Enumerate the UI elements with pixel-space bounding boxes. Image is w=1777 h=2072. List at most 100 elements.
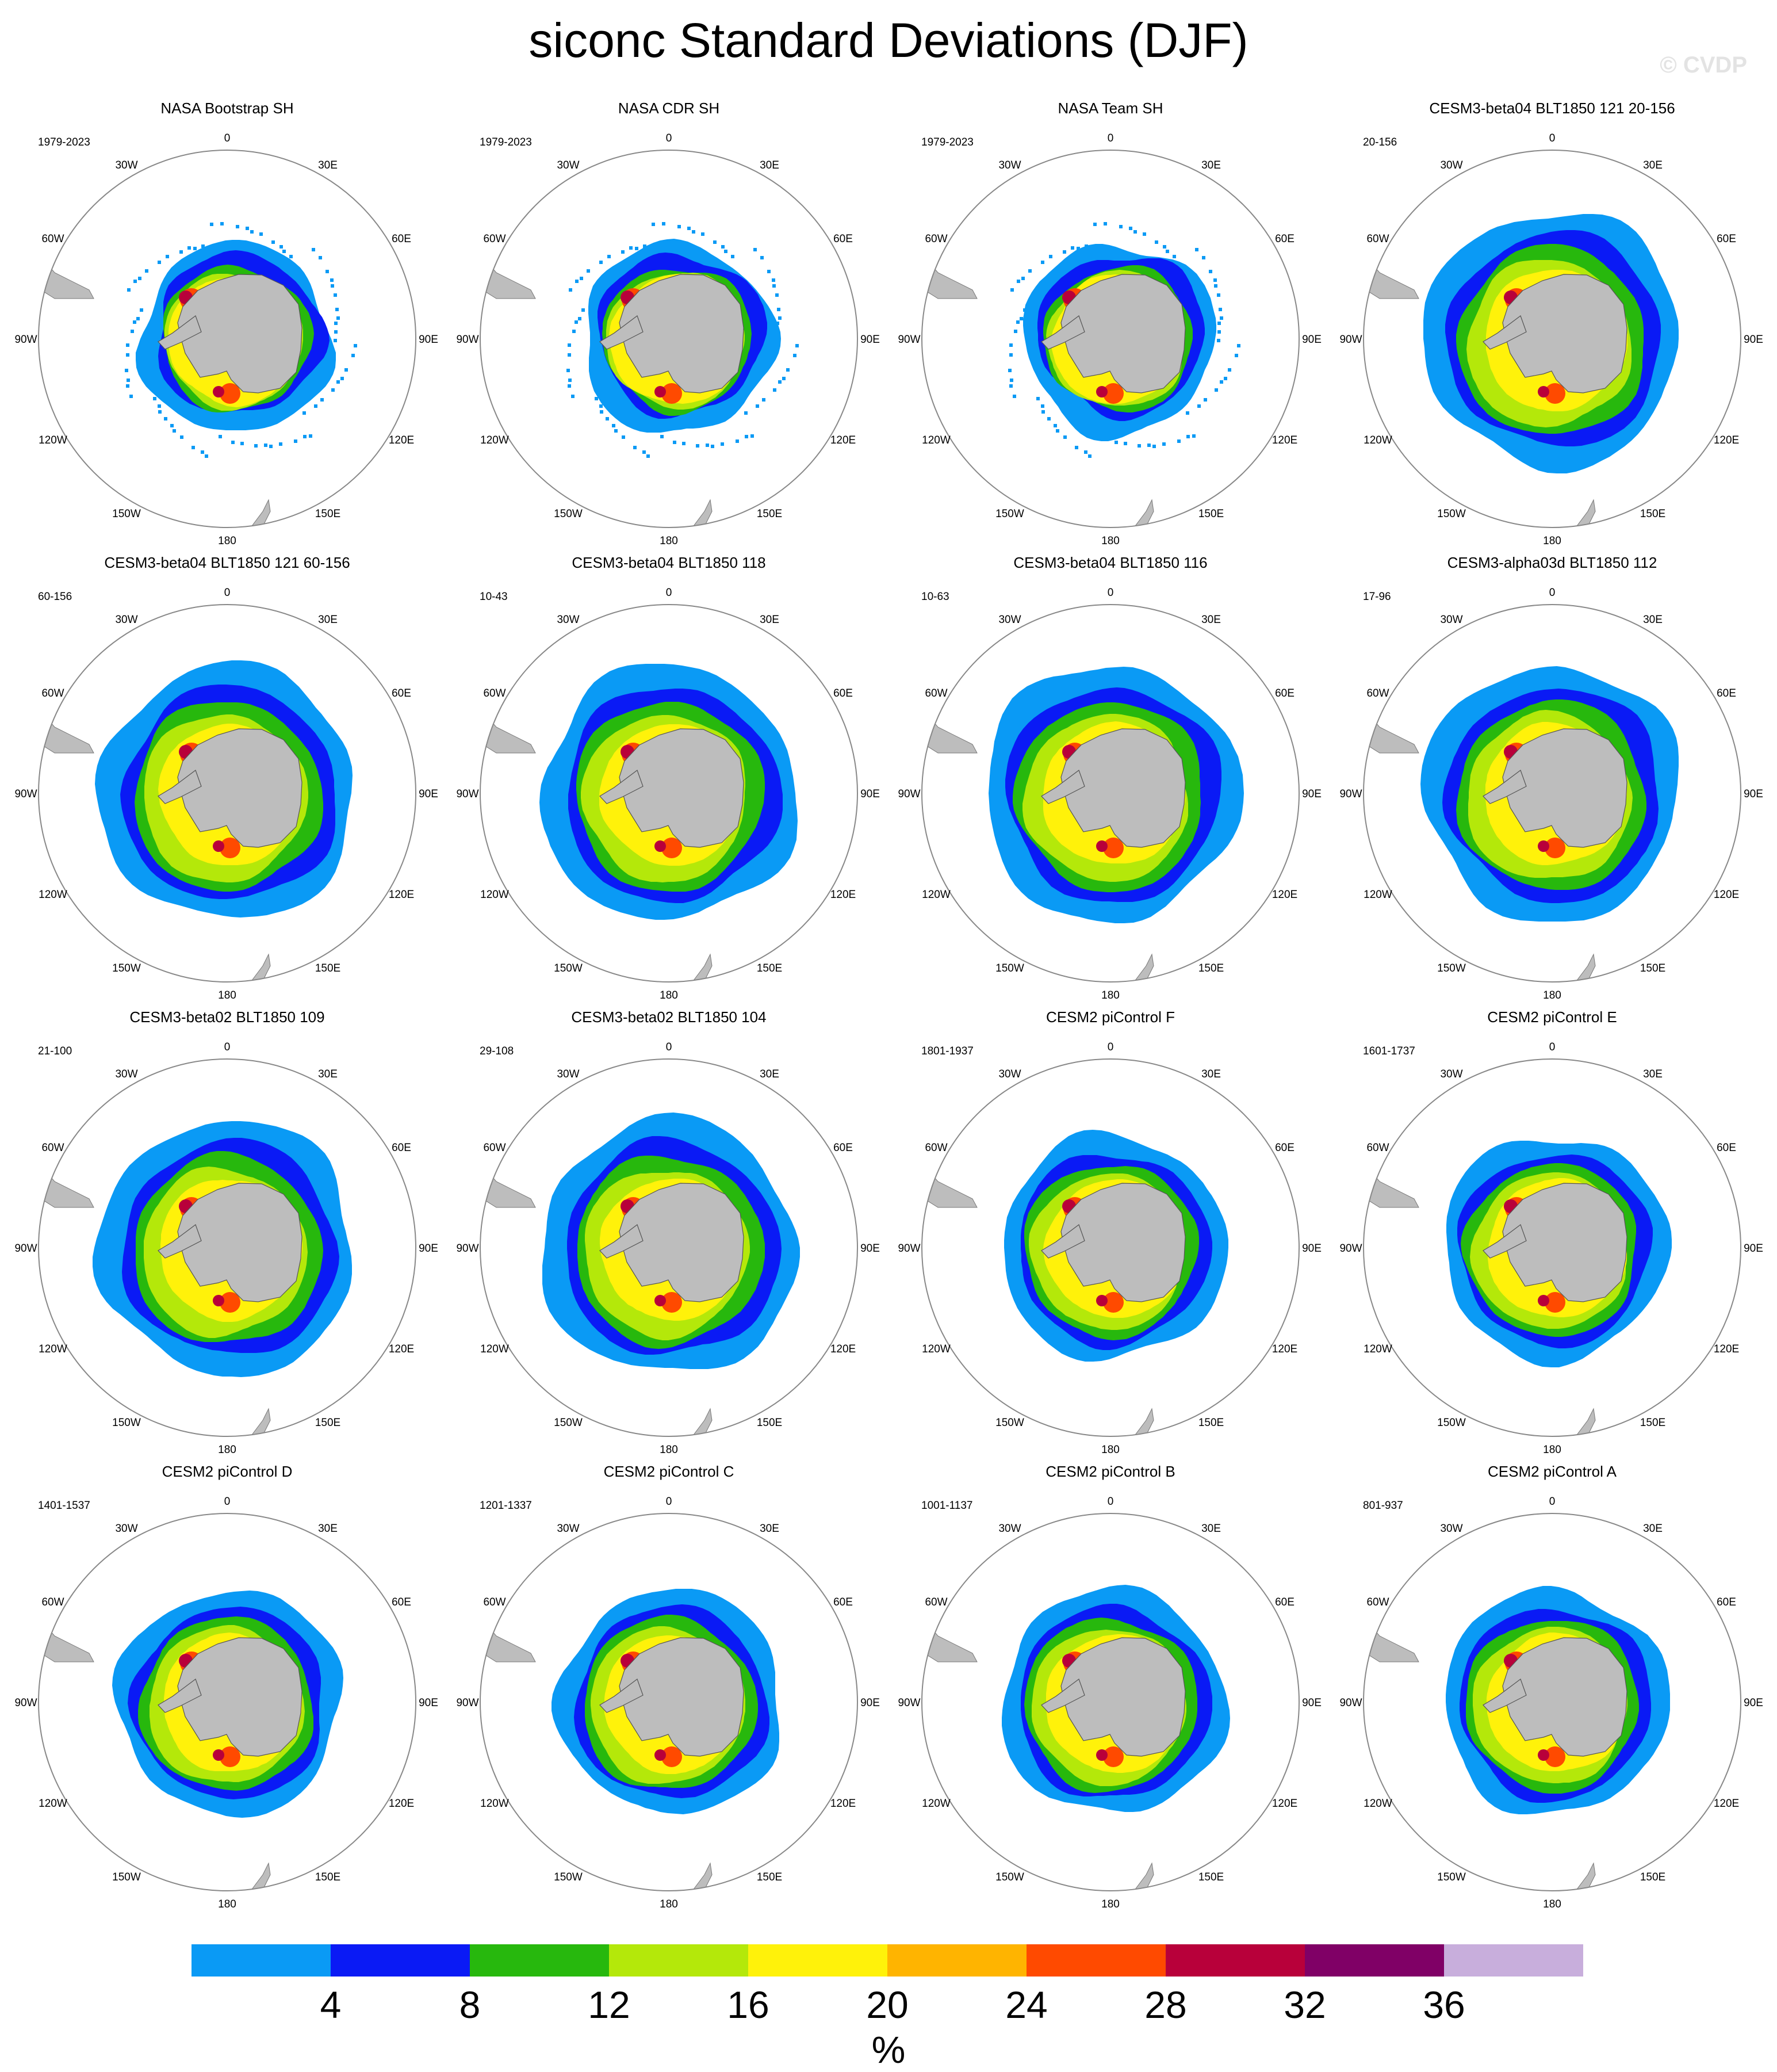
lon-label: 150E xyxy=(757,508,782,520)
lon-label: 0 xyxy=(224,1496,231,1508)
sic-std-speckle xyxy=(131,330,134,333)
sic-std-speckle xyxy=(633,446,637,449)
lon-label: 90W xyxy=(14,788,37,800)
sic-std-speckle xyxy=(334,330,338,334)
sic-std-speckle xyxy=(642,450,646,454)
sic-std-speckle xyxy=(158,261,161,264)
lon-label: 0 xyxy=(1108,132,1114,144)
sic-std-speckle xyxy=(126,384,129,388)
polar-map: 0 30E 60E 90E 120E 150E 180 150W 120W 90W 60W 30W xyxy=(898,1041,1321,1456)
lon-label: 180 xyxy=(218,1444,236,1456)
lon-label: 60W xyxy=(1366,687,1389,699)
panel-title: CESM2 piControl C xyxy=(603,1463,734,1480)
map-boundary xyxy=(921,1513,1300,1891)
lon-label: 120E xyxy=(1714,1798,1739,1810)
sic-std-speckle xyxy=(773,388,776,392)
antarctic-peninsula-land xyxy=(158,1224,202,1259)
sic-std-speckle xyxy=(775,293,779,297)
lon-label: 90W xyxy=(898,1243,920,1255)
sic-std-hotspot xyxy=(220,1292,240,1313)
lon-label: 60W xyxy=(925,1142,947,1154)
lon-label: 30W xyxy=(557,1523,579,1535)
lon-label: 90W xyxy=(898,1697,920,1709)
lon-label: 60W xyxy=(1366,1596,1389,1608)
panel-title: CESM3-beta02 BLT1850 104 xyxy=(571,1008,767,1026)
new-zealand-land xyxy=(1132,1862,1154,1891)
south-america-land xyxy=(39,1160,94,1208)
sic-std-speckle xyxy=(158,410,162,414)
sic-std-speckle xyxy=(760,256,764,259)
sic-std-hotspot xyxy=(213,1295,224,1306)
colorbar-unit: % xyxy=(871,2028,906,2071)
antarctic-peninsula-land xyxy=(158,1679,202,1713)
south-america-land xyxy=(480,1160,536,1208)
lon-label: 150E xyxy=(1198,508,1224,520)
sic-std-speckle xyxy=(279,245,283,249)
panel-period: 20-156 xyxy=(1363,136,1397,148)
map-panel: 0 30E 60E 90E 120E 150E 180 150W 120W 90W 60W 30W CE… xyxy=(883,553,1322,1008)
sic-std-speckle xyxy=(750,434,754,438)
lon-label: 60E xyxy=(1275,1596,1295,1608)
lon-label: 60E xyxy=(1275,233,1295,245)
colorbar-swatch xyxy=(1027,1944,1166,1977)
lon-label: 60E xyxy=(1717,1142,1736,1154)
antarctica-land xyxy=(1060,728,1186,848)
south-america-land xyxy=(922,251,978,299)
sic-std-speckle xyxy=(1063,435,1067,439)
lon-label: 90W xyxy=(898,334,920,346)
lon-label: 90E xyxy=(419,788,438,800)
sic-std-speckle xyxy=(205,454,208,458)
sic-std-speckle xyxy=(279,442,282,446)
new-zealand-land xyxy=(248,499,271,527)
lon-label: 90E xyxy=(1302,788,1322,800)
sic-std-speckle xyxy=(1152,445,1156,448)
antarctic-peninsula-land xyxy=(1483,1224,1527,1259)
panel-title: NASA CDR SH xyxy=(618,100,720,117)
lon-label: 150E xyxy=(315,1871,340,1883)
sic-std-speckle xyxy=(652,223,655,226)
sic-std-speckle xyxy=(1041,261,1044,264)
sic-std-speckle xyxy=(254,444,258,448)
panel-title: CESM3-beta02 BLT1850 109 xyxy=(129,1008,325,1026)
watermark: © CVDP xyxy=(1660,52,1747,78)
lon-label: 0 xyxy=(666,132,672,144)
sic-std-speckle xyxy=(1009,353,1013,357)
lon-label: 60W xyxy=(925,687,947,699)
sic-std-speckle xyxy=(314,404,317,408)
polar-map: 0 30E 60E 90E 120E 150E 180 150W 120W 90W 60W 30W xyxy=(1339,587,1763,1001)
lon-label: 150E xyxy=(1198,1871,1224,1883)
sic-std-speckle xyxy=(136,317,140,320)
sic-std-speckle xyxy=(158,404,161,408)
sic-std-speckle xyxy=(140,308,143,312)
new-zealand-land xyxy=(1132,1408,1154,1436)
lon-label: 120W xyxy=(922,1343,951,1355)
sic-std-speckle xyxy=(1220,316,1223,320)
south-america-land xyxy=(39,706,94,754)
sic-std-speckle xyxy=(572,330,576,333)
polar-map: 0 30E 60E 90E 120E 150E 180 150W 120W 90W 60W 30W xyxy=(1339,1496,1763,1910)
sic-std-speckle xyxy=(1138,444,1141,448)
lon-label: 30W xyxy=(998,1523,1021,1535)
new-zealand-land xyxy=(690,1408,713,1436)
new-zealand-land xyxy=(1573,1862,1596,1891)
sic-std-speckle xyxy=(125,369,128,372)
new-zealand-land xyxy=(1573,953,1596,982)
page-title: siconc Standard Deviations (DJF) xyxy=(528,13,1249,67)
lon-label: 150E xyxy=(1198,962,1224,974)
lon-label: 0 xyxy=(1108,587,1114,599)
lon-label: 180 xyxy=(660,535,678,547)
sic-std-speckle xyxy=(736,439,739,443)
antarctic-peninsula-land xyxy=(1041,770,1085,804)
sic-std-hotspot xyxy=(1096,386,1108,397)
lon-label: 90E xyxy=(860,1243,880,1255)
sic-std-hotspot xyxy=(654,386,666,397)
sic-std-speckle xyxy=(643,244,646,248)
sic-std-hotspot xyxy=(213,840,224,852)
lon-label: 30E xyxy=(1201,1523,1221,1535)
map-panel: 0 30E 60E 90E 120E 150E 180 150W 120W 90W 60W 30W CE… xyxy=(0,1462,438,1917)
lon-label: 120E xyxy=(389,434,414,446)
sic-std-speckle xyxy=(153,397,156,400)
lon-label: 120E xyxy=(389,1798,414,1810)
lon-label: 90E xyxy=(860,1697,880,1709)
antarctica-land xyxy=(1060,1637,1186,1757)
